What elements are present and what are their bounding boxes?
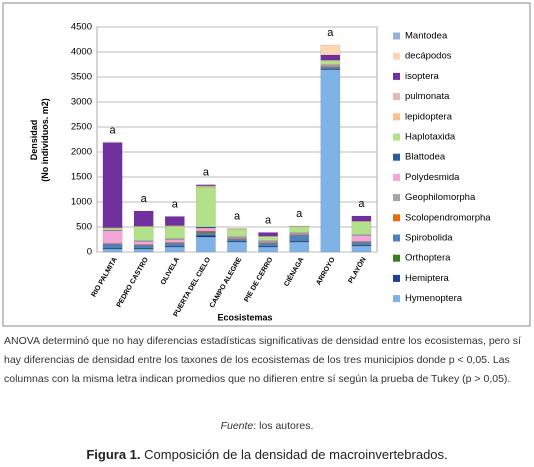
bar-segment <box>102 248 123 253</box>
legend-swatch <box>393 214 400 222</box>
legend-label: Hemiptera <box>405 273 450 284</box>
bar-annotation: a <box>234 210 241 222</box>
bar-segment <box>133 245 154 249</box>
bar-segment <box>320 60 341 65</box>
legend-label: isoptera <box>405 71 440 82</box>
bar-segment <box>227 239 247 242</box>
legend-label: Spirobolida <box>405 233 453 244</box>
legend-swatch <box>393 173 400 181</box>
bar-segment <box>320 54 341 61</box>
bar-segment <box>289 241 310 253</box>
legend-swatch <box>393 194 400 202</box>
legend-label: Polydesmida <box>405 172 460 183</box>
bar-segment <box>258 243 279 247</box>
y-tick-label: 500 <box>76 222 92 233</box>
bar-segment <box>320 69 341 253</box>
legend-label: Geophilomorpha <box>405 192 476 203</box>
legend-swatch <box>393 234 400 242</box>
y-axis-title-line: Densidad <box>29 120 39 161</box>
legend-swatch <box>393 113 400 121</box>
y-tick-label: 4000 <box>71 47 92 58</box>
y-tick-label: 0 <box>87 247 92 258</box>
bar-segment <box>351 245 372 253</box>
bar-segment <box>102 228 123 231</box>
legend-swatch <box>393 52 400 60</box>
bar-segment <box>320 44 341 56</box>
bar-annotation: a <box>203 167 210 179</box>
legend-label: decápodos <box>405 51 452 62</box>
bar-annotation: a <box>172 198 179 210</box>
bar-segment <box>102 230 123 244</box>
bar-segment <box>133 241 154 245</box>
legend-swatch <box>393 32 400 40</box>
y-tick-label: 4500 <box>71 22 92 33</box>
bar-segment <box>289 235 310 242</box>
bar-annotation: a <box>296 208 303 220</box>
legend-label: Hymenoptera <box>405 293 463 304</box>
bar-segment <box>351 221 372 235</box>
y-tick-label: 2000 <box>71 147 92 158</box>
legend-swatch <box>393 254 400 262</box>
bar-segment <box>195 184 216 186</box>
y-tick-label: 3000 <box>71 97 92 108</box>
legend-swatch <box>393 93 400 101</box>
bar-annotation: a <box>141 193 148 205</box>
figure-label: Figura 1. <box>86 447 141 462</box>
bar-segment <box>258 232 279 237</box>
legend-label: lepidoptera <box>405 111 453 122</box>
legend-swatch <box>393 295 400 303</box>
legend-swatch <box>393 274 400 282</box>
bar-annotation: a <box>109 124 116 136</box>
bar-annotation: a <box>358 198 365 210</box>
legend-label: Scolopendromorpha <box>405 212 491 223</box>
bar-segment <box>289 226 310 233</box>
bar-segment <box>227 241 247 253</box>
bar-segment <box>195 227 216 232</box>
source: Fuente: los autores. <box>0 420 534 432</box>
bar-segment <box>133 210 154 227</box>
bar-segment <box>227 229 247 237</box>
source-label: Fuente <box>220 420 254 432</box>
figure-caption: Figura 1. Composición de la densidad de … <box>0 447 534 462</box>
bar-segment <box>195 186 216 228</box>
legend-swatch <box>393 153 400 161</box>
y-tick-label: 3500 <box>71 72 92 83</box>
note: ANOVA determinó que no hay diferencias e… <box>4 335 521 385</box>
legend-label: Blattodea <box>405 152 446 163</box>
bar-segment <box>102 244 123 249</box>
y-tick-label: 1500 <box>71 172 92 183</box>
bar-segment <box>351 242 372 246</box>
bar-annotation: a <box>327 27 334 39</box>
bar-segment <box>258 246 279 253</box>
bar-segment <box>351 235 372 242</box>
bar-segment <box>133 226 154 241</box>
bar-segment <box>164 239 185 243</box>
y-axis-title: Densidad(No individuos. m2) <box>29 98 50 182</box>
bar-segment <box>164 246 185 253</box>
bar-segment <box>164 226 185 239</box>
bar-segment <box>133 248 154 253</box>
bar-segment <box>195 232 216 236</box>
chart: Ecosistemas Densidad(No individuos. m2) … <box>2 2 531 327</box>
bar-segment <box>351 215 372 222</box>
legend-swatch <box>393 72 400 80</box>
legend-label: Orthoptera <box>405 253 451 264</box>
bar-segment <box>164 216 185 226</box>
y-tick-label: 1000 <box>71 197 92 208</box>
bar-annotation: a <box>265 214 272 226</box>
bar-segment <box>102 142 123 228</box>
source-text: : los autores. <box>253 420 314 432</box>
legend-label: Mantodea <box>405 31 448 42</box>
legend-label: pulmonata <box>405 91 450 102</box>
y-tick-label: 2500 <box>71 122 92 133</box>
bar-segment <box>195 236 216 253</box>
figure-caption-text: Composición de la densidad de macroinver… <box>144 447 448 462</box>
bar-segment <box>258 236 279 241</box>
legend-label: Haplotaxida <box>405 132 456 143</box>
y-axis-title-line: (No individuos. m2) <box>40 98 50 182</box>
x-axis-title: Ecosistemas <box>217 312 272 322</box>
bar-segment <box>164 243 185 247</box>
legend-swatch <box>393 133 400 141</box>
